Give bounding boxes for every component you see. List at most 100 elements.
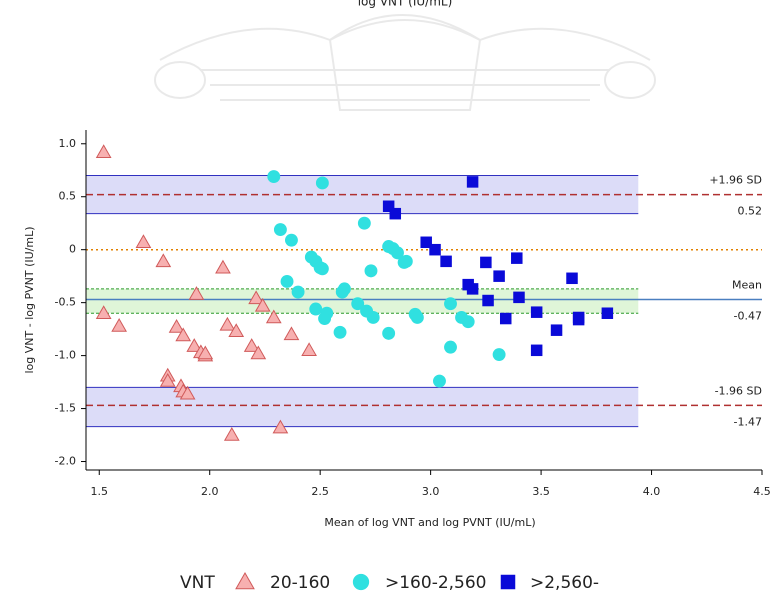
- legend-label: 20-160: [270, 573, 330, 593]
- point: [480, 256, 492, 269]
- point: [228, 323, 245, 337]
- point: [197, 345, 214, 360]
- point: [364, 264, 378, 278]
- point: [391, 246, 404, 260]
- point: [482, 294, 494, 307]
- point: [433, 374, 446, 388]
- point: [135, 234, 152, 249]
- point: [315, 176, 329, 190]
- point: [111, 317, 127, 332]
- point: [530, 306, 543, 318]
- legend-title: VNT: [180, 573, 215, 593]
- y-tick-label: 0: [69, 243, 76, 256]
- point: [168, 319, 185, 333]
- x-tick-label: 4.0: [643, 485, 661, 498]
- point: [267, 170, 281, 184]
- point: [466, 283, 479, 295]
- point: [399, 254, 413, 268]
- point: [254, 297, 271, 312]
- point: [493, 270, 505, 282]
- legend-label: >160-2,560: [385, 573, 487, 593]
- legend-marker: [500, 574, 516, 590]
- x-axis-label: Mean of log VNT and log PVNT (IU/mL): [324, 516, 535, 529]
- x-tick-label: 3.0: [422, 485, 440, 498]
- y-tick-label: -1.0: [55, 349, 76, 362]
- legend-label: >2,560-: [530, 573, 599, 593]
- point: [95, 305, 112, 319]
- x-tick-label: 4.5: [753, 485, 771, 498]
- y-axis-label: log VNT - log PVNT (IU/mL): [23, 227, 36, 374]
- reference-name: Mean: [732, 278, 762, 291]
- reference-name: -1.96 SD: [715, 384, 762, 397]
- reference-value: 0.52: [738, 205, 763, 218]
- point: [357, 216, 371, 230]
- y-tick-label: -0.5: [55, 296, 76, 309]
- point: [95, 144, 112, 158]
- point: [566, 272, 578, 285]
- point: [291, 285, 305, 299]
- point: [335, 285, 349, 299]
- point: [466, 176, 479, 188]
- point: [382, 200, 395, 213]
- caption-fragment: log VNT (IU/mL): [358, 0, 453, 9]
- reference-value: -1.47: [734, 415, 762, 428]
- point: [179, 385, 196, 400]
- point: [511, 252, 523, 264]
- legend-marker: [235, 571, 255, 590]
- point: [219, 316, 236, 331]
- legend-marker: [352, 573, 370, 591]
- point: [309, 302, 323, 316]
- point: [273, 223, 287, 237]
- point: [351, 297, 365, 311]
- point: [250, 345, 267, 360]
- point: [492, 348, 506, 361]
- point: [186, 338, 203, 352]
- point: [366, 311, 380, 324]
- point: [223, 427, 240, 441]
- y-tick-label: -2.0: [55, 455, 76, 468]
- y-tick-label: 1.0: [59, 137, 77, 150]
- point: [410, 311, 424, 324]
- point: [499, 312, 512, 325]
- point: [420, 236, 432, 249]
- point: [440, 255, 452, 268]
- point: [513, 291, 525, 304]
- point: [175, 327, 192, 342]
- point: [280, 275, 294, 288]
- point: [444, 297, 457, 311]
- point: [283, 326, 300, 341]
- point: [461, 315, 475, 329]
- limit-band: [86, 387, 639, 427]
- x-tick-label: 3.5: [532, 485, 550, 498]
- x-tick-label: 2.5: [311, 485, 329, 498]
- point: [188, 286, 205, 300]
- point: [572, 313, 585, 326]
- point: [315, 262, 329, 276]
- point: [389, 207, 402, 220]
- point: [530, 344, 543, 357]
- point: [248, 290, 264, 305]
- x-tick-label: 2.0: [201, 485, 219, 498]
- point: [159, 373, 176, 387]
- watermark: [154, 14, 656, 111]
- point: [272, 419, 289, 434]
- point: [265, 309, 282, 324]
- point: [382, 326, 396, 340]
- point: [155, 253, 172, 268]
- point: [243, 338, 260, 352]
- point: [444, 340, 457, 354]
- point: [550, 324, 563, 336]
- reference-value: -0.47: [734, 309, 762, 322]
- point: [301, 342, 317, 357]
- x-tick-label: 1.5: [91, 485, 109, 498]
- point: [429, 243, 441, 256]
- point: [285, 233, 298, 247]
- point: [601, 307, 614, 319]
- y-tick-label: 0.5: [59, 190, 77, 203]
- point: [215, 259, 231, 274]
- y-tick-label: -1.5: [55, 402, 76, 415]
- reference-name: +1.96 SD: [709, 174, 762, 187]
- point: [318, 312, 332, 325]
- point: [333, 325, 347, 339]
